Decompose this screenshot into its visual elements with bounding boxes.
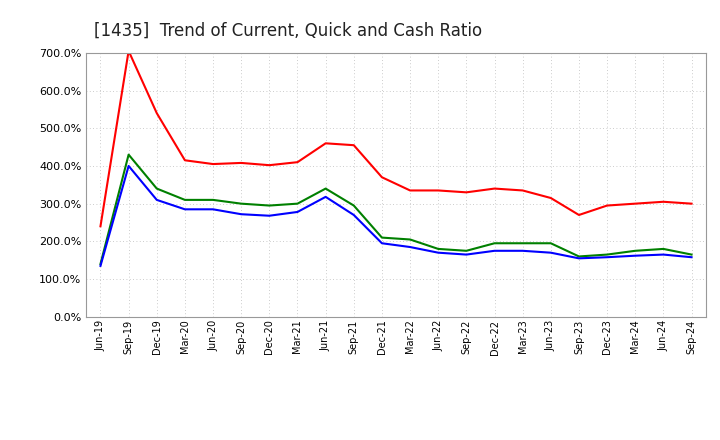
Quick Ratio (349, 203, 358, 208)
Quick Ratio (125, 152, 133, 157)
Current Ratio (349, 143, 358, 148)
Cash Ratio (321, 194, 330, 199)
Quick Ratio (265, 203, 274, 208)
Cash Ratio (293, 209, 302, 215)
Cash Ratio (462, 252, 471, 257)
Current Ratio (434, 188, 443, 193)
Quick Ratio (546, 241, 555, 246)
Current Ratio (293, 160, 302, 165)
Quick Ratio (603, 252, 611, 257)
Quick Ratio (209, 197, 217, 202)
Current Ratio (659, 199, 667, 205)
Current Ratio (687, 201, 696, 206)
Current Ratio (490, 186, 499, 191)
Quick Ratio (96, 261, 105, 267)
Cash Ratio (237, 212, 246, 217)
Quick Ratio (434, 246, 443, 252)
Quick Ratio (518, 241, 527, 246)
Cash Ratio (659, 252, 667, 257)
Cash Ratio (546, 250, 555, 255)
Current Ratio (631, 201, 639, 206)
Quick Ratio (153, 186, 161, 191)
Cash Ratio (125, 163, 133, 169)
Current Ratio (603, 203, 611, 208)
Quick Ratio (687, 252, 696, 257)
Current Ratio (462, 190, 471, 195)
Line: Current Ratio: Current Ratio (101, 51, 691, 226)
Current Ratio (406, 188, 415, 193)
Line: Quick Ratio: Quick Ratio (101, 154, 691, 264)
Quick Ratio (631, 248, 639, 253)
Current Ratio (181, 158, 189, 163)
Quick Ratio (575, 254, 583, 259)
Current Ratio (153, 110, 161, 116)
Current Ratio (546, 195, 555, 201)
Quick Ratio (659, 246, 667, 252)
Current Ratio (377, 175, 386, 180)
Quick Ratio (321, 186, 330, 191)
Quick Ratio (293, 201, 302, 206)
Current Ratio (518, 188, 527, 193)
Cash Ratio (687, 255, 696, 260)
Current Ratio (96, 224, 105, 229)
Cash Ratio (96, 263, 105, 268)
Current Ratio (321, 141, 330, 146)
Quick Ratio (462, 248, 471, 253)
Quick Ratio (490, 241, 499, 246)
Quick Ratio (237, 201, 246, 206)
Current Ratio (265, 162, 274, 168)
Cash Ratio (575, 256, 583, 261)
Text: [1435]  Trend of Current, Quick and Cash Ratio: [1435] Trend of Current, Quick and Cash … (94, 22, 482, 40)
Current Ratio (209, 161, 217, 167)
Current Ratio (575, 213, 583, 218)
Current Ratio (125, 48, 133, 54)
Quick Ratio (406, 237, 415, 242)
Current Ratio (237, 160, 246, 165)
Cash Ratio (406, 244, 415, 249)
Cash Ratio (434, 250, 443, 255)
Cash Ratio (377, 241, 386, 246)
Cash Ratio (518, 248, 527, 253)
Cash Ratio (209, 207, 217, 212)
Cash Ratio (181, 207, 189, 212)
Quick Ratio (181, 197, 189, 202)
Quick Ratio (377, 235, 386, 240)
Line: Cash Ratio: Cash Ratio (101, 166, 691, 266)
Cash Ratio (153, 197, 161, 202)
Cash Ratio (603, 255, 611, 260)
Cash Ratio (349, 213, 358, 218)
Cash Ratio (490, 248, 499, 253)
Cash Ratio (631, 253, 639, 258)
Cash Ratio (265, 213, 274, 218)
